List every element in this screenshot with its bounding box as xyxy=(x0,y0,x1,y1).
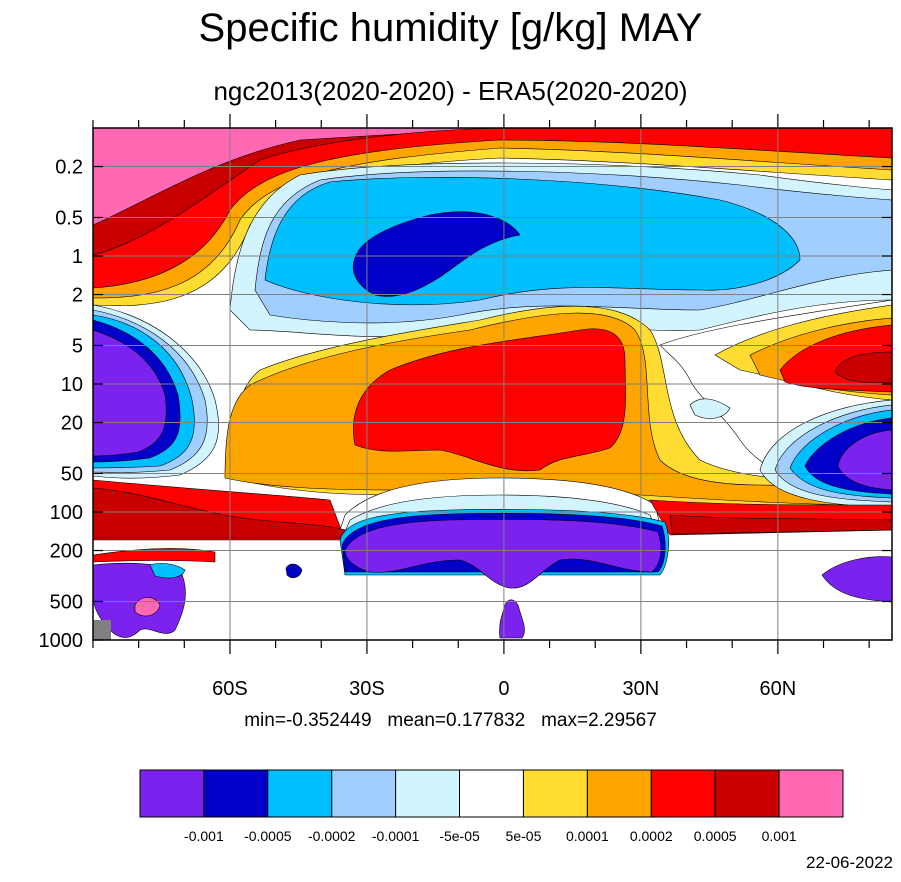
x-tick-label: 60N xyxy=(760,678,797,700)
x-tick-label: 30S xyxy=(349,678,385,700)
y-tick-label: 200 xyxy=(50,541,83,563)
right-low-purple-blob xyxy=(821,556,892,603)
date-stamp: 22-06-2022 xyxy=(806,853,893,872)
colorbar-swatch xyxy=(778,769,844,818)
chart-title: Specific humidity [g/kg] MAY xyxy=(198,6,703,50)
colorbar-swatch xyxy=(650,769,716,818)
y-tick-label: 100 xyxy=(50,502,83,524)
colorbar-swatch xyxy=(267,769,333,818)
colorbar-label: -0.001 xyxy=(184,828,224,844)
stat-min: min=-0.352449 xyxy=(244,710,372,731)
missing-data-patch xyxy=(93,620,111,640)
right-small-lightcyan xyxy=(689,398,731,419)
colorbar-label: -0.0005 xyxy=(244,828,292,844)
tropo-core-purple xyxy=(344,519,662,589)
colorbar-label: -5e-05 xyxy=(439,828,480,844)
right-dark-red-core xyxy=(834,351,892,383)
y-tick-label: 1 xyxy=(72,246,83,268)
y-axis: 0.2 0.5 1 2 5 10 20 50 100 200 500 1000 xyxy=(39,157,892,652)
colorbar-swatch xyxy=(459,769,524,818)
colorbar-label: 0.0001 xyxy=(566,828,609,844)
colorbar: -0.001 -0.0005 -0.0002 -0.0001 -5e-05 5e-05 0.… xyxy=(139,769,844,844)
stats-line: min=-0.352449 mean=0.177832 max=2.29567 xyxy=(0,708,901,734)
colorbar-swatch xyxy=(714,769,780,818)
colorbar-swatch xyxy=(139,769,205,818)
colorbar-label: 0.0002 xyxy=(630,828,673,844)
right-core-purple xyxy=(837,429,892,491)
colorbar-label: 5e-05 xyxy=(506,828,542,844)
colorbar-swatch xyxy=(203,769,269,818)
stat-mean: mean=0.177832 xyxy=(387,710,526,731)
x-tick-label: 60S xyxy=(212,678,248,700)
stat-max: max=2.29567 xyxy=(541,710,657,731)
mid-red-region xyxy=(353,328,626,472)
y-tick-label: 5 xyxy=(72,335,83,357)
colorbar-label: 0.0005 xyxy=(694,828,737,844)
colorbar-swatch xyxy=(586,769,652,818)
y-tick-label: 0.5 xyxy=(55,207,83,229)
y-tick-label: 50 xyxy=(61,463,83,485)
y-tick-label: 0.2 xyxy=(55,157,83,179)
colorbar-label: -0.0002 xyxy=(308,828,356,844)
x-tick-label: 30N xyxy=(623,678,660,700)
colorbar-label: 0.001 xyxy=(762,828,797,844)
y-tick-label: 2 xyxy=(72,285,83,307)
y-tick-label: 10 xyxy=(61,374,83,396)
y-tick-label: 1000 xyxy=(39,630,84,652)
y-tick-label: 500 xyxy=(50,591,83,613)
lower-left-red-strip xyxy=(93,548,216,563)
colorbar-label: -0.0001 xyxy=(372,828,420,844)
colorbar-swatch xyxy=(395,769,461,818)
chart-subtitle: ngc2013(2020-2020) - ERA5(2020-2020) xyxy=(213,76,688,106)
surface-purple-blob-eq xyxy=(499,599,525,639)
x-axis: 60S 30S 0 30N 60N xyxy=(92,114,870,700)
lower-left-skyblue-patch xyxy=(149,563,186,579)
colorbar-swatch xyxy=(331,769,397,818)
left-core-purple xyxy=(93,329,167,457)
lower-left-pink-hole xyxy=(134,597,161,617)
colorbar-swatch xyxy=(522,769,588,818)
x-tick-label: 0 xyxy=(498,678,509,700)
small-blue-blob-45s xyxy=(285,563,303,579)
y-tick-label: 20 xyxy=(61,413,83,435)
